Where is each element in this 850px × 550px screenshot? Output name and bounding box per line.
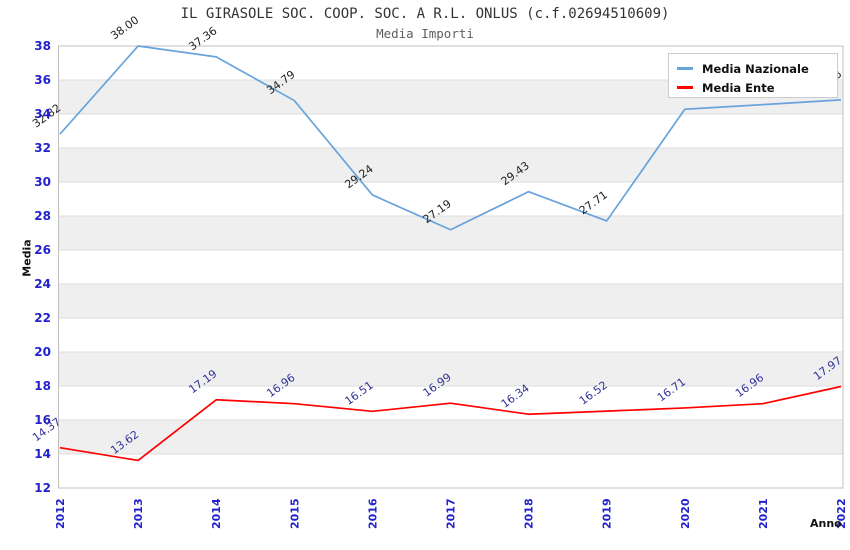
svg-text:22: 22 bbox=[34, 311, 51, 325]
svg-text:20: 20 bbox=[34, 345, 51, 359]
svg-text:24: 24 bbox=[34, 277, 51, 291]
svg-text:14: 14 bbox=[34, 447, 51, 461]
legend-swatch-media-nazionale bbox=[677, 67, 693, 70]
svg-text:2018: 2018 bbox=[523, 498, 536, 529]
svg-text:12: 12 bbox=[34, 481, 51, 495]
chart-subtitle: Media Importi bbox=[376, 26, 474, 41]
series-line-media-nazionale bbox=[59, 45, 842, 231]
svg-text:38: 38 bbox=[34, 39, 51, 53]
svg-text:36: 36 bbox=[34, 73, 51, 87]
svg-text:2022: 2022 bbox=[835, 498, 848, 529]
y-axis-title: Media bbox=[20, 239, 34, 277]
legend-item-media-nazionale: Media Nazionale bbox=[677, 60, 837, 77]
chart-title: IL GIRASOLE SOC. COOP. SOC. A R.L. ONLUS… bbox=[180, 6, 670, 22]
svg-text:2019: 2019 bbox=[601, 498, 614, 529]
legend: Media Nazionale Media Ente bbox=[668, 53, 838, 98]
background-bands bbox=[58, 80, 843, 454]
svg-text:37.36: 37.36 bbox=[186, 24, 219, 53]
svg-text:18: 18 bbox=[34, 379, 51, 393]
svg-text:30: 30 bbox=[34, 175, 51, 189]
svg-text:2017: 2017 bbox=[445, 498, 458, 529]
svg-text:2012: 2012 bbox=[54, 498, 67, 529]
legend-label-media-nazionale: Media Nazionale bbox=[702, 61, 809, 76]
svg-text:26: 26 bbox=[34, 243, 51, 257]
x-axis-ticks: 2012 2013 2014 2015 2016 2017 2018 2019 2020 2021… bbox=[54, 498, 848, 529]
svg-text:27.71: 27.71 bbox=[577, 188, 610, 217]
legend-label-media-ente: Media Ente bbox=[702, 80, 775, 95]
svg-text:2016: 2016 bbox=[366, 498, 379, 529]
svg-text:2015: 2015 bbox=[288, 498, 301, 529]
svg-text:28: 28 bbox=[34, 209, 51, 223]
svg-text:32: 32 bbox=[34, 141, 51, 155]
y-axis-ticks: 38 36 34 32 30 28 26 24 22 20 18 16 14 12 bbox=[34, 39, 51, 495]
svg-text:2013: 2013 bbox=[132, 498, 145, 529]
svg-text:16: 16 bbox=[34, 413, 51, 427]
legend-item-media-ente: Media Ente bbox=[677, 79, 837, 96]
series-line-media-ente bbox=[59, 385, 842, 462]
svg-text:34: 34 bbox=[34, 107, 51, 121]
plot-border bbox=[58, 45, 844, 489]
svg-text:2020: 2020 bbox=[679, 498, 692, 529]
x-axis-title: Anno bbox=[810, 517, 842, 530]
svg-text:2021: 2021 bbox=[757, 498, 770, 529]
legend-swatch-media-ente bbox=[677, 86, 693, 89]
svg-text:2014: 2014 bbox=[210, 498, 223, 529]
svg-text:38.00: 38.00 bbox=[108, 13, 141, 42]
